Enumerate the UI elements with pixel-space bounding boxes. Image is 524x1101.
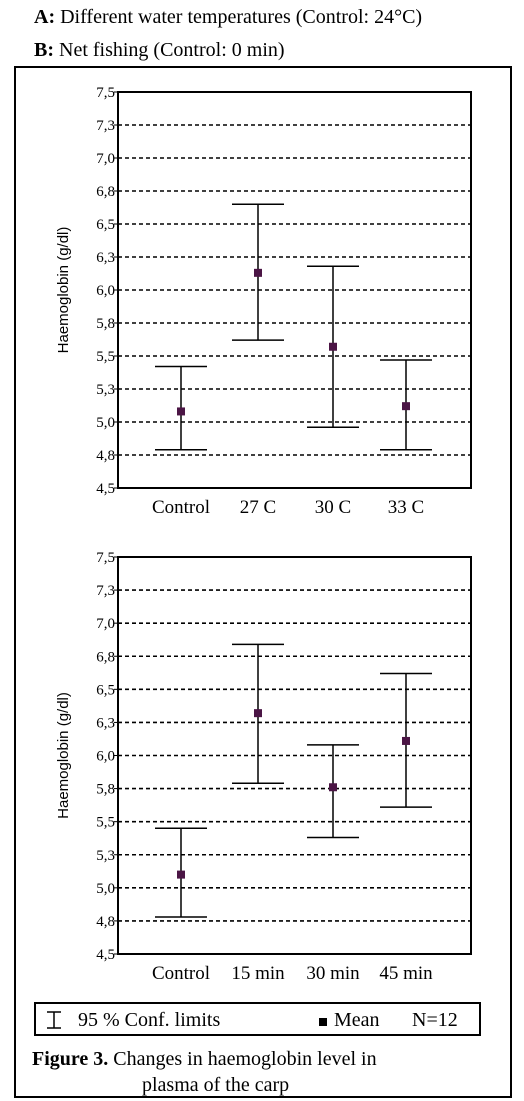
y-tick-label: 5,5 (96, 349, 115, 365)
header-b-text: Net fishing (Control: 0 min) (59, 39, 285, 61)
caption-line2: plasma of the carp (142, 1074, 290, 1096)
y-tick-label: 5,3 (96, 382, 115, 398)
y-tick-label: 7,3 (96, 118, 115, 134)
y-tick-label: 4,8 (96, 448, 115, 464)
figure-frame (14, 66, 512, 1098)
y-tick-label: 5,8 (96, 316, 115, 332)
y-tick-label: 6,5 (96, 217, 115, 233)
chart-temperature: 4,5 4,8 5,0 5,3 5,5 5,8 6,0 6,3 6,5 6,8 7,0 7,3 7,5 H… (55, 85, 472, 518)
y-axis-label: Haemoglobin (g/dl) (55, 227, 72, 354)
mean-marker (254, 268, 262, 277)
y-tick-label: 5,0 (96, 415, 115, 431)
y-tick-label: 6,8 (96, 649, 115, 665)
header-a-text: Different water temperatures (Control: 2… (60, 6, 423, 28)
x-tick-label: 15 min (231, 963, 285, 984)
header-a: A: Different water temperatures (Control… (34, 6, 422, 28)
legend-ci-label: 95 % Conf. limits (78, 1009, 221, 1031)
mean-marker (329, 783, 337, 792)
mean-square-icon (319, 1018, 327, 1026)
mean-marker (402, 402, 410, 411)
y-tick-label: 7,0 (96, 151, 115, 167)
legend-n-label: N=12 (412, 1009, 458, 1031)
y-tick-label: 6,8 (96, 184, 115, 200)
x-tick-label: 30 C (315, 497, 351, 518)
y-tick-label: 6,0 (96, 283, 115, 299)
y-tick-label: 6,0 (96, 749, 115, 765)
x-tick-label: 30 min (306, 963, 360, 984)
legend: 95 % Conf. limits Mean N=12 (34, 1002, 481, 1036)
x-tick-label: 33 C (388, 497, 424, 518)
x-tick-label: Control (152, 963, 210, 984)
y-axis-label: Haemoglobin (g/dl) (55, 692, 72, 819)
y-tick-label: 5,8 (96, 782, 115, 798)
y-tick-label: 4,8 (96, 914, 115, 930)
mean-marker (402, 736, 410, 745)
y-tick-label: 5,5 (96, 815, 115, 831)
mean-marker (329, 342, 337, 351)
header-b-key: B: (34, 39, 54, 61)
y-tick-label: 5,0 (96, 881, 115, 897)
y-tick-label: 6,5 (96, 682, 115, 698)
mean-marker (177, 407, 185, 416)
x-tick-label: 27 C (240, 497, 276, 518)
y-tick-label: 7,5 (96, 550, 115, 566)
chart-net-fishing: 4,5 4,8 5,0 5,3 5,5 5,8 6,0 6,3 6,5 6,8 7,0 7,3 7,5 H… (55, 550, 472, 984)
mean-marker (177, 870, 185, 879)
y-tick-label: 6,3 (96, 715, 115, 731)
header-a-key: A: (34, 6, 56, 28)
mean-marker (254, 709, 262, 718)
figure-caption: Figure 3. Changes in haemoglobin level i… (32, 1046, 377, 1098)
y-tick-label: 7,5 (96, 85, 115, 101)
y-tick-label: 5,3 (96, 848, 115, 864)
ci-symbol-icon (47, 1011, 61, 1029)
y-tick-label: 6,3 (96, 250, 115, 266)
y-tick-label: 7,0 (96, 616, 115, 632)
x-tick-label: 45 min (379, 963, 433, 984)
x-tick-label: Control (152, 497, 210, 518)
y-tick-label: 4,5 (96, 947, 115, 963)
header-b: B: Net fishing (Control: 0 min) (34, 39, 285, 61)
y-tick-label: 4,5 (96, 481, 115, 497)
caption-line1: Changes in haemoglobin level in (113, 1048, 377, 1070)
legend-mean-label: Mean (334, 1009, 380, 1031)
caption-figure-label: Figure 3. (32, 1048, 109, 1070)
y-tick-label: 7,3 (96, 583, 115, 599)
